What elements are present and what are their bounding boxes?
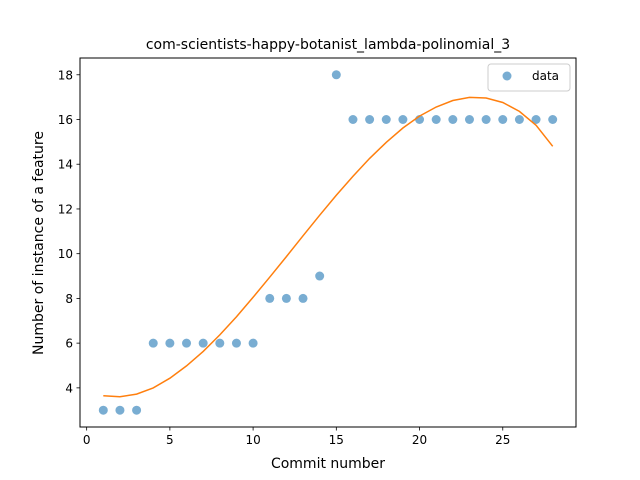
- x-tick-label: 10: [245, 433, 260, 447]
- data-point: [464, 115, 474, 124]
- legend-label-data: data: [532, 69, 559, 83]
- x-axis: 0 5 10 15 20 25: [83, 427, 510, 447]
- x-tick-label: 20: [412, 433, 427, 447]
- data-point: [265, 293, 275, 303]
- data-point: [115, 405, 125, 415]
- data-point: [182, 338, 192, 348]
- axes-frame: [79, 57, 577, 428]
- data-point: [448, 115, 458, 124]
- data-point: [514, 115, 524, 124]
- data-point: [315, 271, 325, 281]
- data-point: [165, 338, 175, 348]
- x-tick-label: 15: [329, 433, 344, 447]
- chart-title: com-scientists-happy-botanist_lambda-pol…: [146, 37, 510, 53]
- data-point: [281, 293, 291, 303]
- y-axis-label: Number of instance of a feature: [31, 131, 47, 355]
- data-point: [531, 115, 541, 124]
- legend-marker-data: [502, 71, 512, 81]
- data-point: [298, 293, 308, 303]
- data-point: [481, 115, 491, 124]
- fit-line: [103, 96, 554, 398]
- y-tick-label: 16: [58, 113, 73, 127]
- x-axis-label: Commit number: [271, 456, 385, 472]
- x-tick-label: 0: [83, 433, 91, 447]
- data-point: [398, 115, 408, 124]
- data-point: [348, 115, 358, 124]
- data-point: [548, 115, 558, 124]
- y-tick-label: 8: [65, 292, 73, 306]
- legend-frame: [487, 63, 571, 92]
- legend: data: [487, 63, 571, 92]
- y-tick-label: 4: [65, 381, 73, 395]
- x-tick-label: 5: [166, 433, 174, 447]
- y-tick-label: 10: [58, 247, 73, 261]
- y-tick-label: 18: [58, 68, 73, 82]
- data-point: [248, 338, 258, 348]
- y-tick-label: 14: [58, 158, 73, 172]
- data-point: [498, 115, 508, 124]
- data-point: [231, 338, 241, 348]
- data-point: [365, 115, 375, 124]
- data-point: [98, 405, 108, 415]
- data-point: [215, 338, 225, 348]
- data-point: [198, 338, 208, 348]
- y-tick-label: 12: [58, 202, 73, 216]
- plot-area: [98, 70, 558, 415]
- y-tick-label: 6: [65, 337, 73, 351]
- data-point: [381, 115, 391, 124]
- data-point: [331, 70, 341, 80]
- data-point: [431, 115, 441, 124]
- data-point: [148, 338, 158, 348]
- x-tick-label: 25: [495, 433, 510, 447]
- y-axis: 4 6 8 10 12 14 16 18: [58, 68, 80, 395]
- data-point: [132, 405, 142, 415]
